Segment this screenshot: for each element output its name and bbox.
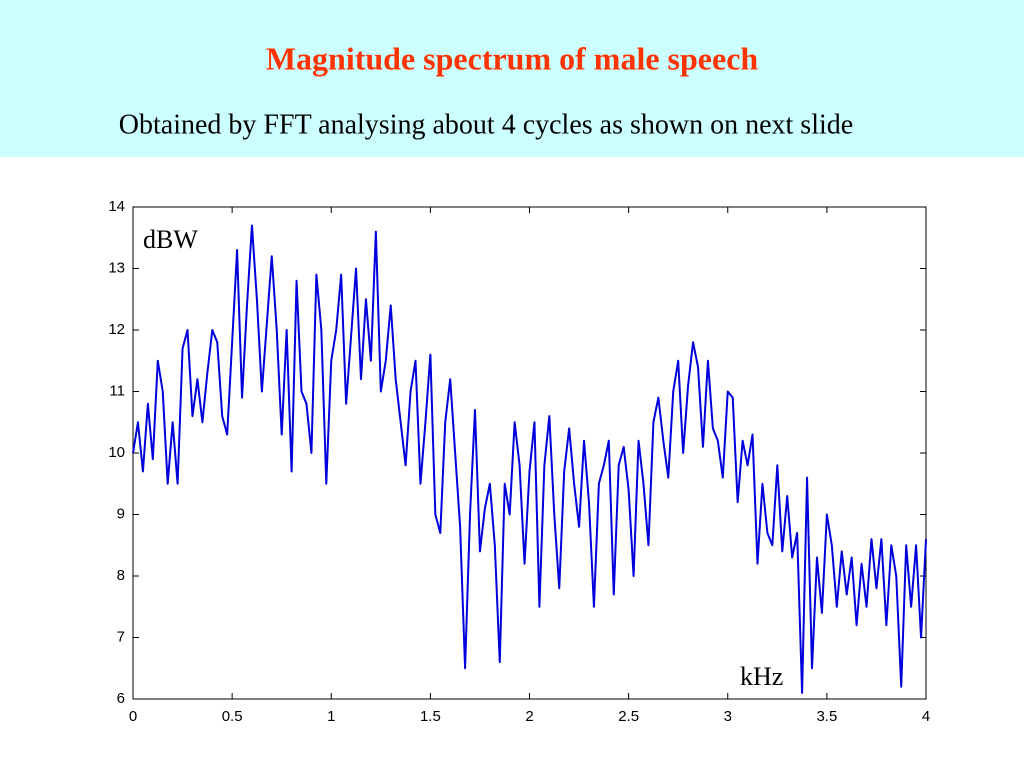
x-tick-label: 2 bbox=[525, 708, 533, 725]
x-tick-label: 1.5 bbox=[420, 708, 441, 725]
chart-title: Magnitude spectrum of male speech bbox=[266, 40, 759, 76]
x-tick-label: 0.5 bbox=[222, 708, 243, 725]
y-tick-label: 14 bbox=[108, 198, 125, 215]
header-band bbox=[0, 0, 1024, 157]
y-tick-label: 9 bbox=[117, 505, 125, 522]
y-tick-label: 6 bbox=[117, 690, 125, 707]
x-tick-label: 0 bbox=[129, 708, 137, 725]
chart-subtitle: Obtained by FFT analysing about 4 cycles… bbox=[119, 109, 853, 140]
y-tick-label: 10 bbox=[108, 444, 125, 461]
y-tick-label: 7 bbox=[117, 628, 125, 645]
x-tick-label: 1 bbox=[327, 708, 335, 725]
y-tick-label: 13 bbox=[108, 259, 125, 276]
x-tick-label: 3 bbox=[724, 708, 732, 725]
y-tick-label: 11 bbox=[109, 382, 125, 399]
spectrum-line bbox=[132, 224, 927, 694]
y-tick-label: 8 bbox=[117, 567, 125, 584]
x-tick-label: 4 bbox=[922, 708, 930, 725]
y-tick-label: 12 bbox=[108, 321, 125, 338]
x-tick-label: 3.5 bbox=[816, 708, 837, 725]
x-tick-label: 2.5 bbox=[618, 708, 639, 725]
x-axis-label: kHz bbox=[740, 662, 783, 691]
y-axis-label: dBW bbox=[143, 225, 198, 254]
